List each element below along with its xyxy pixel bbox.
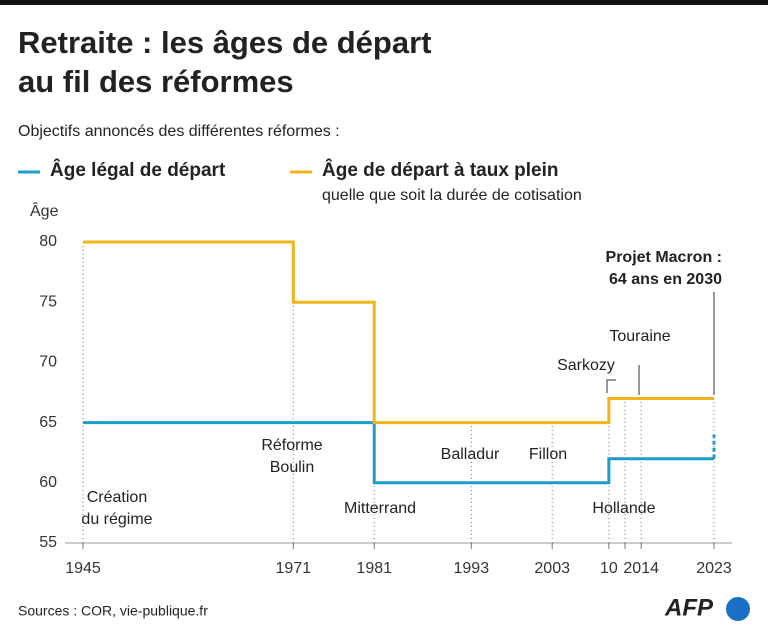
annotation: Mitterrand [344, 500, 416, 517]
annotation: du régime [81, 511, 152, 528]
legend-note: quelle que soit la durée de cotisation [322, 187, 582, 204]
x-tick-label: 1981 [356, 560, 392, 577]
series-line [83, 240, 714, 425]
annotation: Sarkozy [557, 357, 615, 374]
annotation: Balladur [441, 446, 500, 463]
y-tick-label: 75 [39, 293, 57, 310]
y-tick-label: 70 [39, 354, 57, 371]
annotation: Projet Macron : [606, 249, 722, 266]
annotation: Hollande [592, 500, 655, 517]
y-tick-label: 55 [39, 534, 57, 551]
chart-title: au fil des réformes [18, 64, 294, 99]
x-tick-label: 1971 [276, 560, 312, 577]
annotation: Fillon [529, 446, 567, 463]
y-tick-label: 65 [39, 414, 57, 431]
series-line [83, 421, 714, 485]
x-tick-label: 2023 [696, 560, 732, 577]
x-tick-label: 1993 [454, 560, 490, 577]
chart-title: Retraite : les âges de départ [18, 25, 432, 60]
legend-label: Âge de départ à taux plein [322, 159, 559, 181]
y-tick-label: 60 [39, 474, 57, 491]
legend-label: Âge légal de départ [50, 159, 226, 181]
x-tick-label: 1945 [65, 560, 101, 577]
top-bar [0, 0, 768, 5]
subtitle: Objectifs annoncés des différentes réfor… [18, 123, 340, 140]
x-tick-label: 2003 [534, 560, 570, 577]
annotation: 64 ans en 2030 [609, 271, 722, 288]
x-tick-label: 2014 [623, 560, 659, 577]
y-axis-label: Âge [30, 201, 59, 220]
annotation: Réforme [261, 437, 322, 454]
y-tick-label: 80 [39, 233, 57, 250]
annotation: Création [87, 489, 147, 506]
x-tick-label: 10 [600, 560, 618, 577]
source: Sources : COR, vie-publique.fr [18, 603, 208, 619]
leader-line [606, 379, 616, 393]
logo-dot [726, 597, 750, 621]
annotation: Boulin [270, 459, 314, 476]
annotation: Touraine [609, 328, 670, 345]
logo: AFP [664, 594, 714, 621]
